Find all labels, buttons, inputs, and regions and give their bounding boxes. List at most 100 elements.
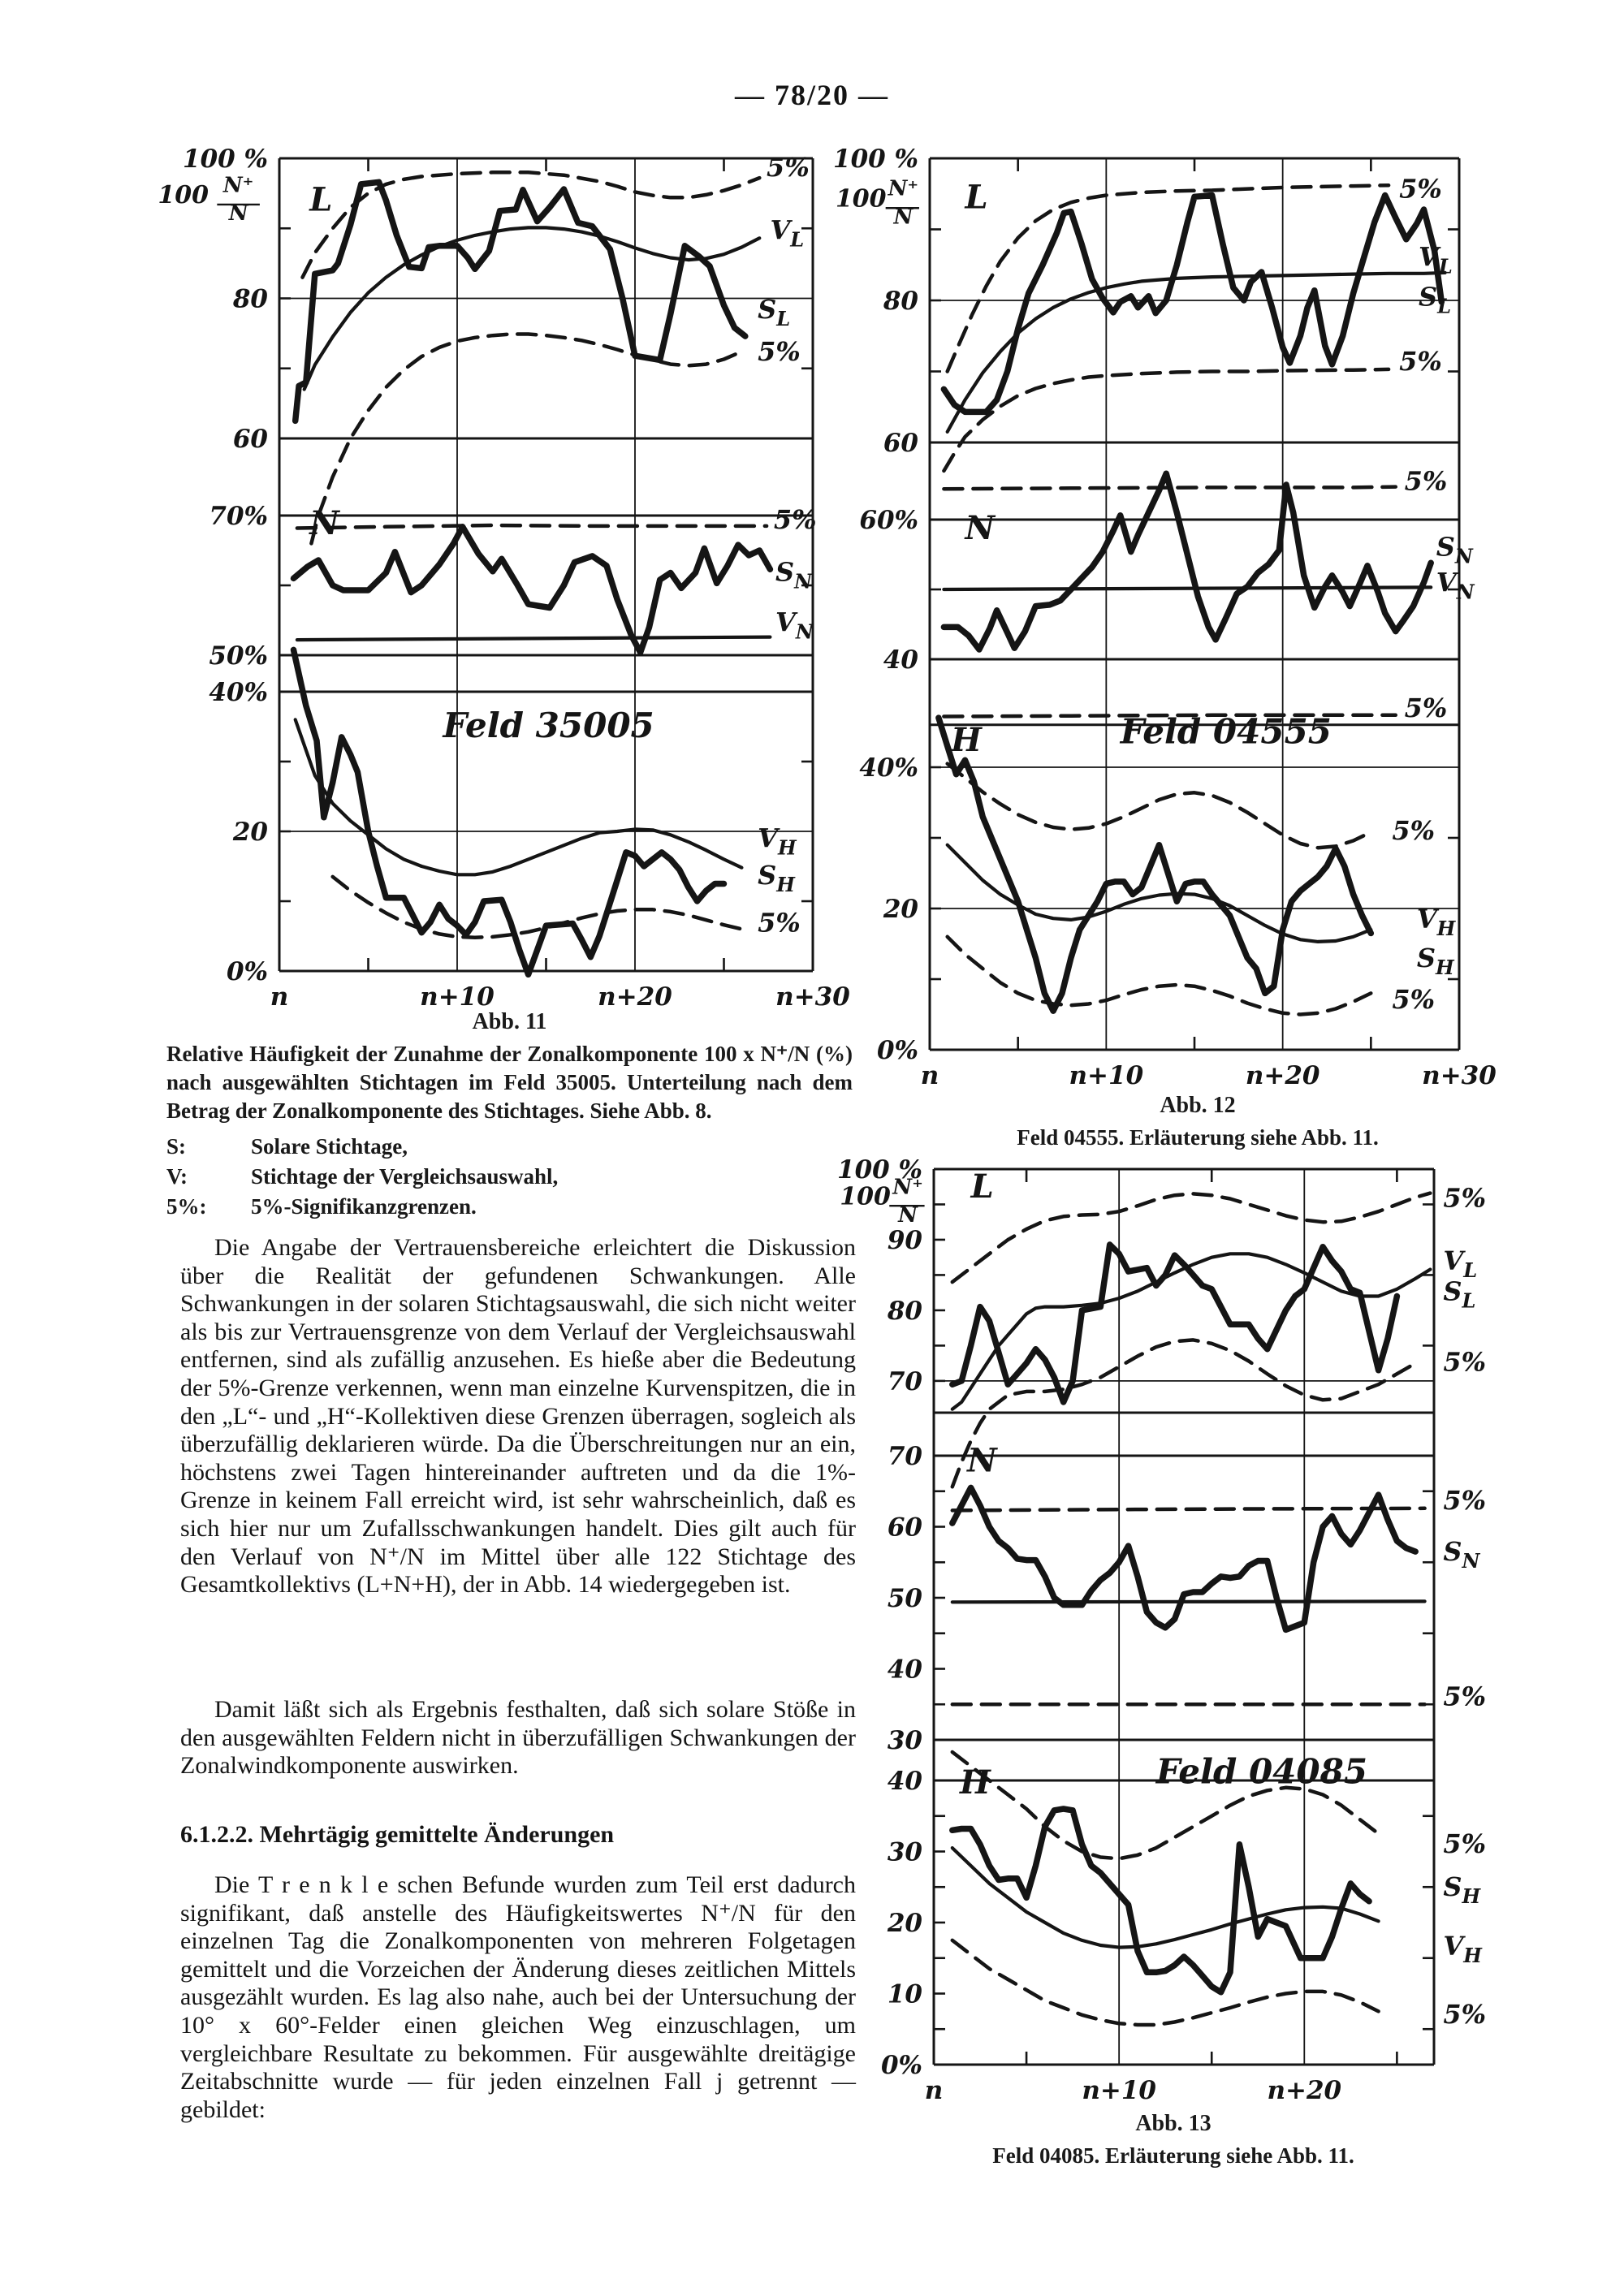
svg-text:100 %: 100 % [183, 145, 268, 174]
svg-text:N: N [965, 1441, 998, 1479]
svg-text:5%: 5% [1405, 466, 1448, 497]
svg-text:5%: 5% [1443, 1681, 1486, 1712]
svg-text:5%: 5% [774, 504, 817, 535]
figure-abb12-chart: 100 % 80 60 5% VL SL 5% L 100 N⁺ N 60% 40 5% SN VN 5% N 40… [833, 114, 1624, 1129]
caption-abb11-title: Abb. 11 [472, 1009, 547, 1034]
svg-text:Feld 04085: Feld 04085 [1155, 1752, 1367, 1792]
legend-key-v: V: [166, 1164, 188, 1189]
svg-text:n: n [921, 1061, 939, 1090]
svg-text:100: 100 [840, 1182, 891, 1211]
svg-text:VN: VN [775, 606, 814, 643]
svg-text:n: n [925, 2076, 944, 2105]
svg-text:70%: 70% [209, 502, 268, 531]
svg-text:100: 100 [836, 185, 887, 214]
svg-text:0%: 0% [881, 2051, 922, 2080]
svg-text:n+10: n+10 [420, 982, 495, 1012]
svg-text:SN: SN [1443, 1536, 1480, 1573]
svg-text:SL: SL [1419, 282, 1451, 318]
svg-text:40: 40 [888, 1655, 923, 1685]
svg-text:40%: 40% [859, 753, 918, 783]
svg-text:70: 70 [888, 1367, 923, 1396]
svg-text:100: 100 [158, 181, 209, 209]
svg-text:SH: SH [758, 860, 796, 896]
caption-abb12-title: Abb. 12 [1160, 1093, 1236, 1118]
svg-text:40: 40 [883, 645, 919, 675]
svg-text:n: n [270, 982, 289, 1012]
svg-text:60: 60 [883, 429, 919, 458]
svg-text:80: 80 [887, 1297, 923, 1326]
caption-abb12-text: Feld 04555. Erläuterung siehe Abb. 11. [1017, 1125, 1379, 1150]
figure-abb11-chart: 100 % 80 60 5% VL SL 5% L 100 N⁺ N 70% 50% 5% SN VN N 40%… [150, 114, 865, 1031]
svg-text:SH: SH [1417, 943, 1455, 979]
legend-key-s: S: [166, 1134, 187, 1159]
svg-text:20: 20 [887, 1909, 923, 1938]
svg-text:50: 50 [888, 1584, 923, 1613]
svg-text:5%: 5% [1443, 1485, 1486, 1516]
figure-abb11-caption: Abb. 11 Relative Häufigkeit der Zunahme … [166, 1009, 853, 1222]
svg-text:5%: 5% [1443, 1999, 1486, 2030]
page-number: — 78/20 — [734, 79, 889, 111]
svg-text:SL: SL [1443, 1275, 1475, 1312]
legend-key-5pct: 5%: [166, 1194, 207, 1219]
paragraph-1: Die Angabe der Vertrauensbereiche erleic… [180, 1234, 856, 1599]
svg-text:40%: 40% [209, 678, 268, 707]
svg-text:SN: SN [775, 557, 813, 593]
svg-text:SL: SL [758, 294, 790, 330]
svg-text:L: L [309, 181, 332, 219]
section-heading-6122: 6.1.2.2. Mehrtägig gemittelte Änderungen [180, 1821, 615, 1848]
svg-text:5%: 5% [1443, 1828, 1486, 1859]
svg-text:90: 90 [888, 1226, 923, 1255]
svg-text:0%: 0% [227, 957, 268, 986]
svg-text:30: 30 [888, 1838, 923, 1867]
legend-row-v: V: Stichtage der Vergleichsauswahl, [166, 1162, 853, 1192]
figure-abb11-legend: S: Solare Stichtage, V: Stichtage der Verg… [166, 1132, 853, 1222]
svg-text:N: N [963, 509, 996, 547]
figure-abb13-caption: Abb. 13 Feld 04085. Erläuterung siehe Ab… [905, 2111, 1441, 2170]
svg-text:0%: 0% [877, 1036, 918, 1065]
svg-text:n+20: n+20 [598, 982, 672, 1012]
svg-text:n+20: n+20 [1246, 1061, 1320, 1090]
svg-text:Feld 35005: Feld 35005 [442, 706, 654, 745]
paragraph-2: Damit läßt sich als Ergebnis festhalten,… [180, 1696, 856, 1780]
figure-abb13-chart: 100 % 90 80 70 5% VL SL 5% L 100 N⁺ N 70 60 50 40 30 5% SN… [837, 1143, 1624, 2150]
legend-row-s: S: Solare Stichtage, [166, 1132, 853, 1162]
svg-text:60%: 60% [859, 506, 918, 535]
svg-text:N: N [897, 1203, 918, 1228]
svg-text:20: 20 [883, 895, 919, 924]
svg-text:5%: 5% [1405, 693, 1448, 723]
svg-text:100 %: 100 % [837, 1155, 922, 1185]
svg-text:70: 70 [888, 1442, 923, 1471]
caption-abb11-text: Relative Häufigkeit der Zunahme der Zona… [166, 1042, 853, 1123]
svg-text:30: 30 [888, 1726, 923, 1755]
legend-text-5pct: 5%-Signifikanzgrenzen. [251, 1194, 477, 1219]
svg-text:n+30: n+30 [775, 982, 850, 1012]
svg-text:5%: 5% [1443, 1183, 1486, 1214]
svg-text:L: L [964, 178, 987, 216]
svg-text:100 %: 100 % [833, 145, 918, 174]
svg-text:n+10: n+10 [1082, 2076, 1156, 2105]
svg-text:VL: VL [770, 215, 804, 252]
paragraph-3: Die T r e n k l e schen Befunde wurden z… [180, 1871, 856, 2123]
svg-text:5%: 5% [1443, 1346, 1486, 1377]
svg-text:5%: 5% [1392, 984, 1435, 1015]
svg-text:80: 80 [883, 287, 919, 316]
svg-text:VH: VH [1443, 1931, 1483, 1967]
svg-text:n+20: n+20 [1267, 2076, 1341, 2105]
legend-text-v: Stichtage der Vergleichsauswahl, [251, 1164, 559, 1189]
svg-text:60: 60 [233, 425, 269, 454]
legend-row-5pct: 5%: 5%-Signifikanzgrenzen. [166, 1192, 853, 1222]
svg-text:10: 10 [888, 1980, 923, 2009]
svg-text:5%: 5% [767, 152, 810, 183]
svg-text:50%: 50% [209, 641, 268, 671]
svg-text:60: 60 [888, 1513, 923, 1543]
svg-text:5%: 5% [1399, 346, 1442, 377]
svg-text:Feld 04555: Feld 04555 [1120, 711, 1332, 751]
legend-text-s: Solare Stichtage, [251, 1134, 408, 1159]
svg-text:n+30: n+30 [1422, 1061, 1497, 1090]
svg-text:80: 80 [232, 285, 269, 314]
svg-text:SN: SN [1436, 531, 1474, 568]
svg-text:VN: VN [1436, 567, 1475, 603]
svg-text:H: H [959, 1763, 991, 1802]
svg-text:5%: 5% [1399, 174, 1442, 205]
svg-text:VH: VH [758, 822, 797, 859]
